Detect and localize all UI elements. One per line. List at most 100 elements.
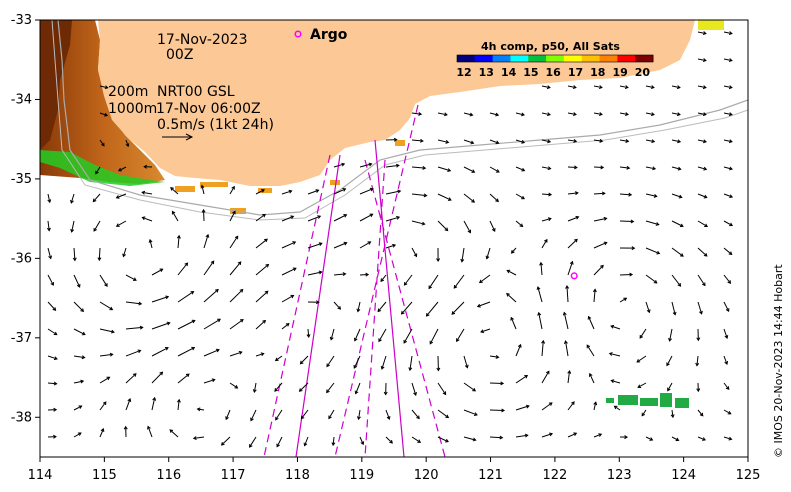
current-vector: [326, 355, 335, 367]
current-vector-head: [353, 364, 358, 369]
current-vector-head: [328, 415, 332, 420]
current-vector-head: [356, 416, 361, 421]
x-tick-label: 124: [671, 468, 696, 483]
current-vector: [593, 242, 607, 249]
colorbar-ticks: 12 13 14 15 16 17 18 19 20: [456, 66, 650, 79]
current-vector-head: [200, 184, 205, 189]
current-vector: [411, 436, 421, 443]
current-vector-head: [275, 416, 279, 421]
current-vector-head: [467, 229, 472, 234]
current-vector: [463, 382, 476, 392]
current-vector: [723, 220, 733, 226]
current-vector: [565, 340, 569, 357]
current-vector: [99, 85, 108, 89]
current-vector-head: [608, 352, 613, 356]
current-vector-head: [416, 415, 420, 420]
current-vector-head: [115, 195, 120, 199]
current-vector-head: [637, 384, 642, 388]
current-vector-head: [141, 190, 146, 195]
current-vector: [99, 139, 105, 147]
current-vector-head: [613, 405, 618, 410]
current-vector-head: [521, 140, 526, 144]
current-vector-head: [728, 139, 733, 144]
current-vector: [328, 409, 335, 419]
current-vector-head: [574, 165, 578, 170]
current-vector: [541, 371, 550, 384]
current-vector: [409, 355, 413, 371]
x-tick-label: 121: [478, 468, 503, 483]
current-vector-head: [421, 221, 426, 226]
current-vector: [332, 436, 335, 446]
current-vector-head: [239, 288, 244, 293]
current-vector: [563, 312, 569, 330]
y-axis: -33 -34 -35 -36 -37 -38: [11, 13, 40, 425]
current-vector-head: [625, 139, 630, 143]
current-vector: [255, 213, 266, 222]
current-vector-head: [326, 389, 330, 394]
sst-dark-core: [40, 20, 72, 150]
current-vector-head: [567, 369, 572, 374]
current-vector: [451, 301, 465, 315]
y-tick-label: -38: [11, 410, 32, 425]
current-vector-head: [677, 166, 682, 171]
current-vector: [593, 85, 603, 89]
current-vector-head: [413, 253, 418, 258]
current-vector: [426, 301, 439, 317]
current-vector: [637, 382, 647, 388]
current-vector: [697, 436, 706, 441]
x-tick-label: 115: [92, 468, 117, 483]
colorbar-swatch: [599, 55, 618, 62]
current-vector: [250, 409, 257, 421]
current-vector: [73, 355, 85, 359]
current-vector: [437, 139, 449, 143]
current-vector: [479, 274, 491, 283]
current-vector: [411, 139, 423, 142]
current-vector-head: [729, 166, 733, 171]
current-vector: [193, 436, 205, 439]
current-vector-head: [724, 361, 729, 365]
current-vector-head: [672, 311, 677, 316]
current-vector: [116, 193, 127, 199]
current-vector-head: [453, 284, 458, 289]
current-vector: [47, 220, 50, 231]
colorbar-frame: [456, 54, 654, 63]
current-vector: [437, 436, 449, 443]
current-vector: [304, 436, 309, 446]
current-vector-head: [369, 213, 374, 218]
current-vector: [697, 247, 708, 257]
current-vector-head: [575, 215, 580, 220]
current-vector: [619, 220, 634, 223]
colorbar-swatch: [635, 55, 654, 62]
isobath-1000m: [51, 20, 748, 221]
current-vector: [537, 286, 543, 303]
current-vector-head: [292, 241, 297, 245]
current-vector-head: [525, 404, 530, 409]
current-vector: [177, 291, 194, 303]
current-vector-head: [495, 140, 500, 145]
current-vector-head: [586, 344, 591, 349]
current-vector: [99, 376, 110, 384]
current-vector-head: [211, 378, 216, 383]
current-vector-head: [70, 228, 75, 233]
current-vector-head: [80, 379, 85, 384]
current-vector: [326, 382, 335, 393]
current-vector: [255, 320, 266, 330]
current-vector: [229, 211, 236, 222]
current-vector: [385, 216, 400, 222]
current-vector-head: [72, 257, 77, 262]
current-vector: [540, 262, 543, 276]
current-vector-head: [600, 264, 604, 269]
current-vector: [203, 318, 221, 330]
current-vector-head: [639, 334, 644, 339]
altimeter-tracks: [263, 104, 446, 457]
current-vector-head: [702, 85, 707, 90]
current-vector-head: [367, 241, 372, 245]
current-vector-head: [521, 167, 526, 172]
current-vector-head: [237, 261, 242, 266]
current-vector-head: [537, 311, 542, 316]
current-vector-head: [539, 261, 544, 266]
current-vector-head: [360, 441, 365, 446]
y-tick-label: -34: [11, 92, 32, 107]
current-vector: [203, 234, 209, 249]
current-vector: [307, 189, 319, 195]
